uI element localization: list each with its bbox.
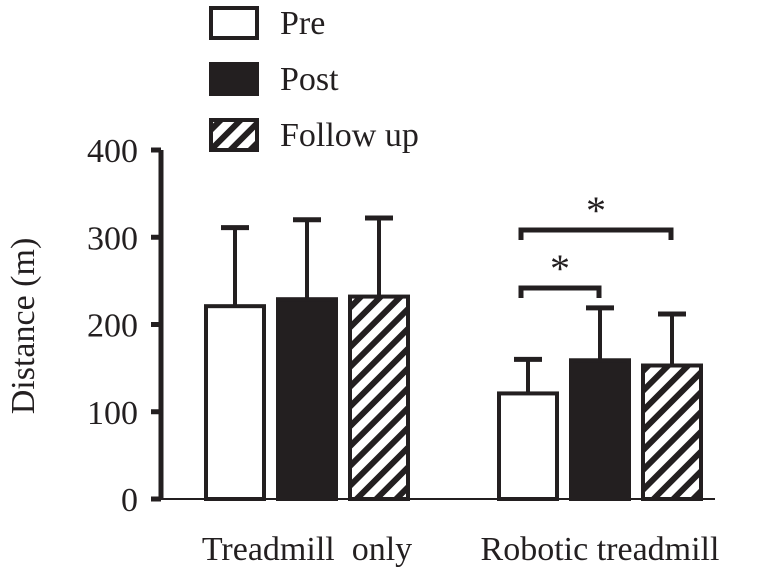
bar-treadmill-only-follow-up: [348, 294, 410, 501]
bar-treadmill-only-post: [276, 297, 338, 502]
significance-star-2: *: [586, 188, 606, 233]
y-axis-label: Distance (m): [5, 238, 42, 415]
y-tick-label-0: 0: [121, 482, 138, 519]
significance-star-1: *: [550, 246, 570, 291]
bar-treadmill-only-pre: [204, 304, 266, 501]
x-category-label-robotic-treadmill: Robotic treadmill: [481, 531, 720, 567]
y-tick-label-300: 300: [87, 220, 138, 257]
significance-annotations: **: [518, 188, 674, 298]
y-tick-label-100: 100: [87, 395, 138, 432]
legend-swatch-post: [209, 62, 259, 96]
bars: Treadmill only Robotic treadmill: [202, 215, 720, 567]
legend-swatch-pre: [209, 6, 259, 40]
legend-swatch-follow-up: [209, 118, 259, 152]
significance-bracket-1: [518, 285, 602, 298]
y-tick-label-200: 200: [87, 308, 138, 345]
legend: Pre Post Follow up: [209, 5, 419, 154]
legend-label-follow-up: Follow up: [280, 117, 419, 154]
y-tick-label-400: 400: [87, 133, 138, 170]
legend-label-post: Post: [280, 61, 339, 98]
legend-label-pre: Pre: [280, 5, 325, 42]
x-category-label-treadmill-only: Treadmill only: [202, 531, 412, 567]
bar-robotic-treadmill-pre: [497, 391, 559, 501]
bar-robotic-treadmill-follow-up: [641, 363, 703, 501]
significance-bracket-2: [518, 227, 674, 240]
bar-robotic-treadmill-post: [569, 358, 631, 501]
